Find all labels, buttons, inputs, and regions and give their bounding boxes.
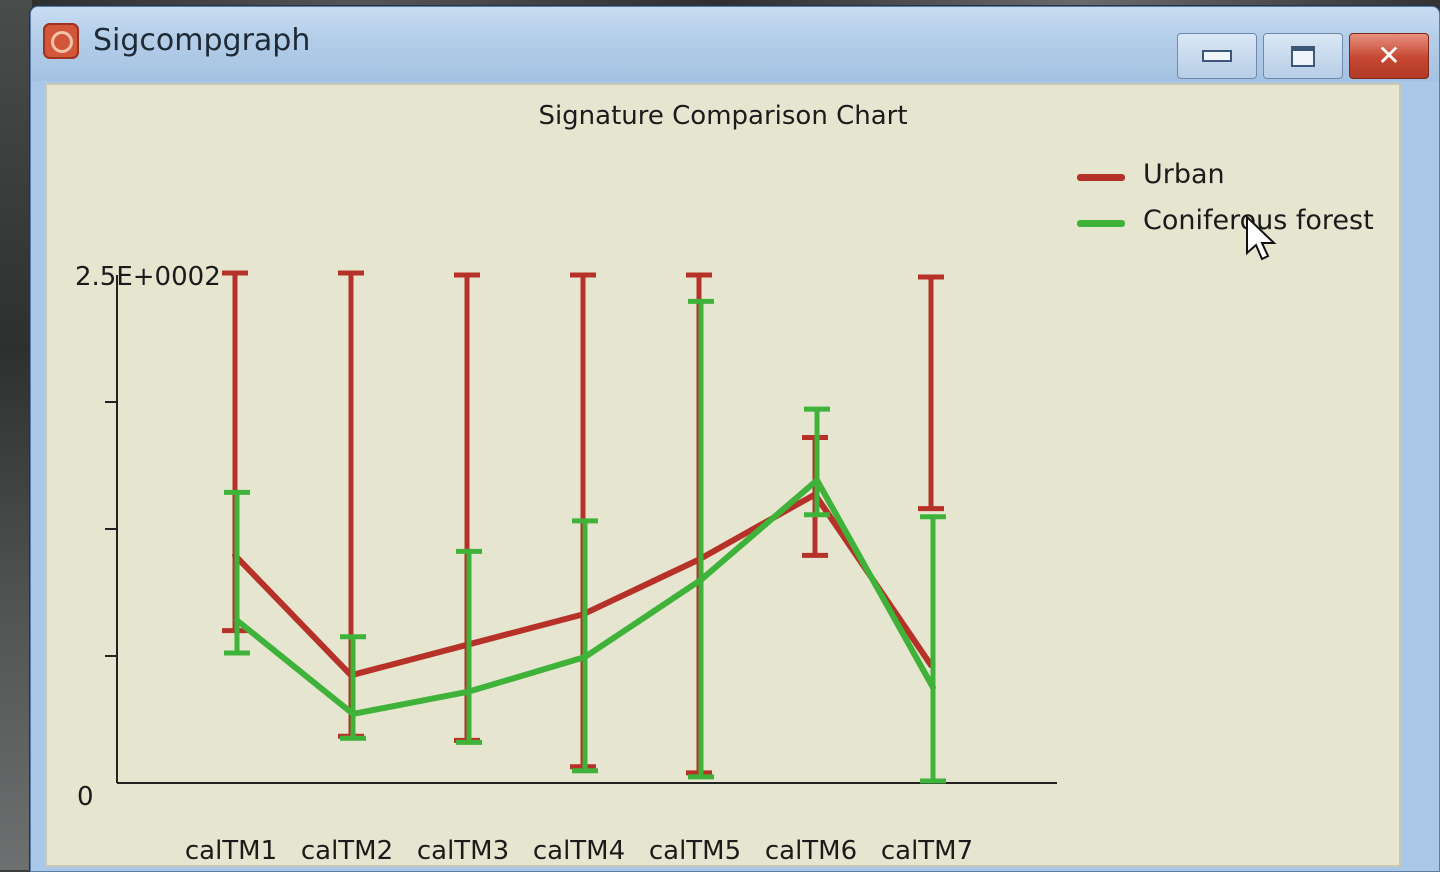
legend-swatch-urban [1077,174,1125,181]
signature-chart: 2.5E+0002 0 calTM1 calTM2 calTM3 calTM4 calTM5… [75,262,1057,865]
y-tick-label-min: 0 [77,782,94,812]
minimize-icon [1202,50,1232,62]
y-tick-label-max: 2.5E+0002 [75,262,221,292]
legend-label-urban: Urban [1143,159,1225,190]
x-tick-label-caltm7: calTM7 [881,836,973,865]
maximize-button[interactable] [1263,33,1343,79]
data-point-coniferous-forest-2 [350,710,356,717]
close-button[interactable]: ✕ [1349,33,1429,79]
data-point-coniferous-forest-5 [698,576,704,583]
desktop-background-left [0,0,32,870]
x-tick-label-caltm4: calTM4 [533,836,625,865]
title-bar[interactable]: Sigcompgraph ✕ [31,7,1439,81]
minimize-button[interactable] [1177,33,1257,79]
legend-swatch-coniferous-forest [1077,220,1125,227]
data-point-coniferous-forest-4 [582,654,588,661]
desktop-background-top [0,0,1440,10]
chart-title: Signature Comparison Chart [538,101,908,131]
x-tick-label-caltm1: calTM1 [185,836,277,865]
x-tick-label-caltm6: calTM6 [765,836,857,865]
data-point-coniferous-forest-7 [930,684,936,691]
close-icon: ✕ [1377,39,1401,72]
x-tick-label-caltm3: calTM3 [417,836,509,865]
data-point-coniferous-forest-1 [234,617,240,624]
app-icon[interactable] [43,23,79,59]
x-tick-label-caltm5: calTM5 [649,836,741,865]
data-point-coniferous-forest-6 [814,477,820,484]
maximize-icon [1291,45,1315,67]
data-point-coniferous-forest-3 [466,688,472,695]
window-title: Sigcompgraph [93,23,311,58]
chart-area: 2.5E+0002 0 calTM1 calTM2 calTM3 calTM4 calTM5… [45,83,1401,867]
sigcompgraph-window: Sigcompgraph ✕ 2.5E+0002 0 calTM1 calTM2 cal… [30,6,1440,872]
mouse-pointer-icon [1246,215,1277,261]
x-tick-label-caltm2: calTM2 [301,836,393,865]
